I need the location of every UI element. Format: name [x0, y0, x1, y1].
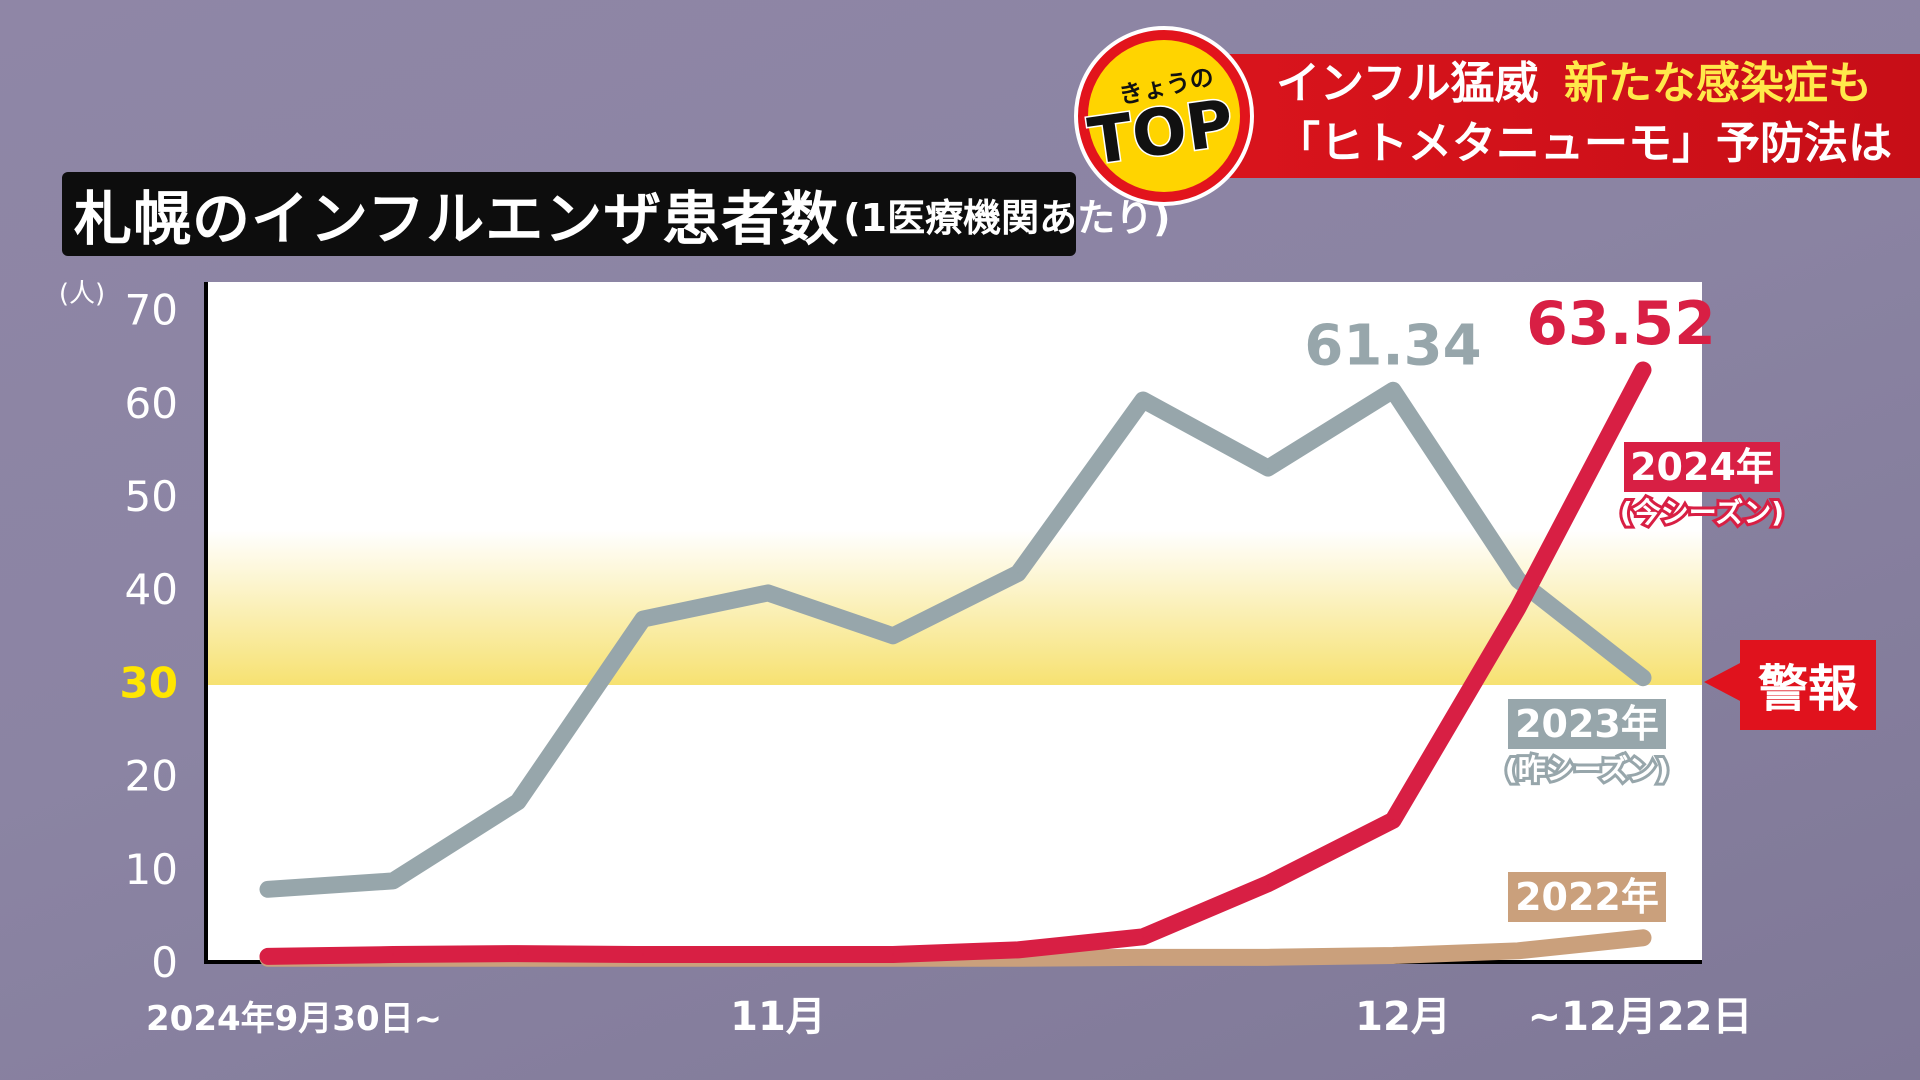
data-point-s2024 — [1017, 948, 1019, 951]
data-point-s2022 — [1392, 954, 1394, 957]
data-point-s2024 — [892, 953, 894, 956]
data-point-s2023 — [1517, 578, 1519, 581]
series-labels: 61.34 63.52 2024年 (今シーズン) 2023年 (昨シーズン) 2022年 — [1304, 289, 1787, 922]
data-point-s2022 — [1642, 936, 1644, 939]
x-tick-labels: 2024年9月30日~ 11月 12月 ~12月22日 — [146, 994, 1752, 1040]
warning-badge-arrow — [1704, 662, 1742, 702]
series-name-s2024: 2024年 — [1630, 445, 1774, 489]
y-tick-label: 40 — [125, 565, 178, 614]
data-point-s2024 — [517, 952, 519, 955]
data-point-s2022 — [1517, 949, 1519, 952]
headline-line1: インフル猛威 新たな感染症も — [1276, 54, 1920, 114]
value-label-s2024: 63.52 — [1526, 289, 1716, 359]
y-axis-unit: (人) — [59, 279, 105, 309]
y-tick-label: 10 — [125, 845, 178, 894]
data-point-s2023 — [1142, 399, 1144, 402]
headline-banner: インフル猛威 新たな感染症も 「ヒトメタニューモ」予防法は — [1218, 54, 1920, 178]
data-point-s2024 — [392, 953, 394, 956]
data-point-s2022 — [1267, 956, 1269, 959]
y-tick-label: 70 — [125, 286, 178, 335]
series-lines — [259, 361, 1652, 967]
x-tick-label: 11月 — [730, 994, 826, 1040]
data-point-s2023 — [1017, 572, 1019, 575]
chart-title-box: 札幌のインフルエンザ患者数 (1医療機関あたり) — [62, 172, 1170, 256]
data-point-s2024 — [267, 955, 269, 958]
y-tick-label: 50 — [125, 472, 178, 521]
headline-line1-a: インフル猛威 — [1276, 58, 1539, 109]
x-tick-label: 2024年9月30日~ — [146, 999, 442, 1039]
data-point-s2023 — [1642, 676, 1644, 679]
y-tick-label: 30 — [120, 658, 178, 707]
series-name-box-s2023 — [1508, 699, 1666, 749]
data-point-s2024 — [1267, 882, 1269, 885]
data-point-s2023 — [1267, 467, 1269, 470]
data-point-s2023 — [1392, 389, 1394, 392]
data-point-s2023 — [892, 634, 894, 637]
series-name-box-s2022 — [1508, 872, 1666, 922]
series-line-s2023 — [259, 381, 1652, 898]
series-name-box-s2024 — [1624, 442, 1780, 492]
data-point-s2023 — [642, 618, 644, 621]
series-subname-s2023: (昨シーズン) — [1505, 753, 1669, 786]
headline-line2: 「ヒトメタニューモ」予防法は — [1276, 118, 1892, 169]
data-point-s2024 — [1142, 935, 1144, 938]
top-program-logo: きょうの TOP — [1074, 26, 1254, 206]
chart-title: 札幌のインフルエンザ患者数 — [74, 185, 840, 253]
data-point-s2023 — [767, 591, 769, 594]
chart-subtitle: (1医療機関あたり) — [843, 195, 1171, 240]
data-point-s2024 — [1642, 368, 1644, 371]
series-line-s2024 — [259, 361, 1652, 965]
data-point-s2024 — [1517, 606, 1519, 609]
series-subname-s2024: (今シーズン) — [1620, 496, 1784, 529]
warning-badge: 警報 — [1740, 640, 1876, 730]
data-point-s2023 — [392, 879, 394, 882]
y-tick-labels: 0 10 20 30 40 50 60 70 — [120, 286, 178, 987]
data-point-s2024 — [1392, 819, 1394, 822]
x-tick-label: ~12月22日 — [1528, 994, 1753, 1040]
y-tick-label: 60 — [125, 379, 178, 428]
x-tick-label: 12月 — [1355, 994, 1451, 1040]
data-point-s2024 — [767, 953, 769, 956]
value-label-s2023: 61.34 — [1304, 313, 1481, 378]
series-name-s2023: 2023年 — [1515, 702, 1659, 746]
y-tick-label: 0 — [151, 938, 178, 987]
data-point-s2024 — [642, 953, 644, 956]
y-tick-label: 20 — [125, 752, 178, 801]
series-name-s2022: 2022年 — [1515, 875, 1659, 919]
data-point-s2023 — [267, 888, 269, 891]
headline-line1-b: 新たな感染症も — [1564, 58, 1873, 109]
data-point-s2022 — [1142, 956, 1144, 959]
data-point-s2023 — [517, 800, 519, 803]
